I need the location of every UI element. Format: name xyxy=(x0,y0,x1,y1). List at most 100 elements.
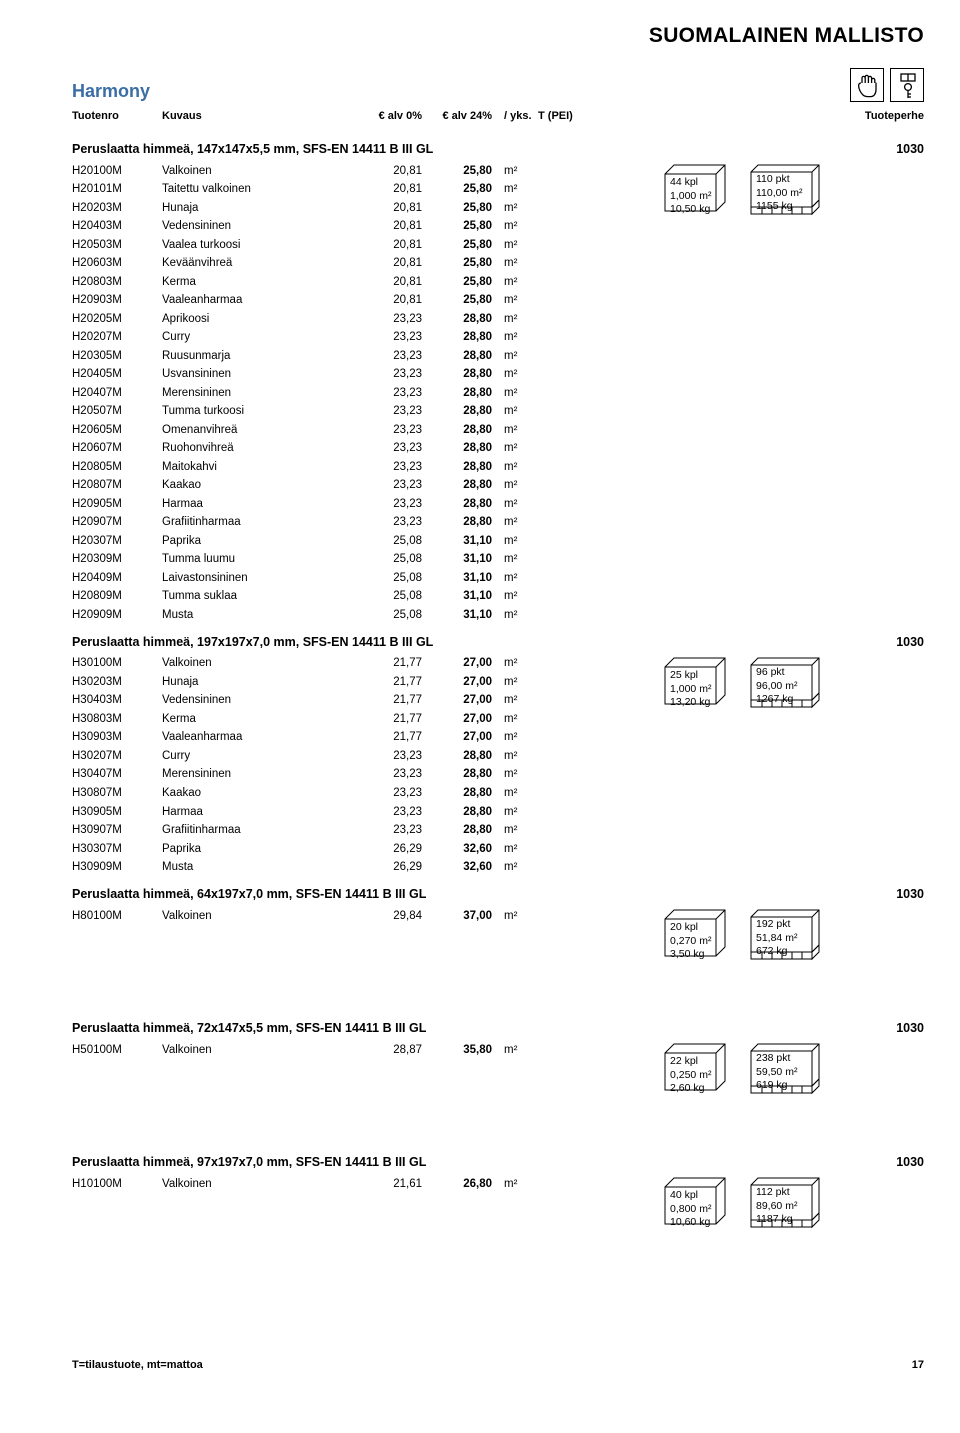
cell-code: H30203M xyxy=(72,675,162,691)
cell-unit: m² xyxy=(492,860,538,876)
cell-desc: Tumma turkoosi xyxy=(162,404,352,420)
cell-price0: 23,23 xyxy=(352,478,422,494)
cell-desc: Kaakao xyxy=(162,478,352,494)
cell-price0: 23,23 xyxy=(352,312,422,328)
cell-desc: Vaaleanharmaa xyxy=(162,730,352,746)
cell-unit: m² xyxy=(492,842,538,858)
cell-price0: 29,84 xyxy=(352,909,422,925)
cell-desc: Valkoinen xyxy=(162,1043,352,1059)
cell-unit: m² xyxy=(492,552,538,568)
cell-price24: 28,80 xyxy=(422,423,492,439)
cell-unit: m² xyxy=(492,1043,538,1059)
table-row: H20409MLaivastonsininen25,0831,10m² xyxy=(72,569,644,588)
cell-price24: 27,00 xyxy=(422,712,492,728)
cell-price0: 21,77 xyxy=(352,656,422,672)
table-row: H20403MVedensininen20,8125,80m² xyxy=(72,218,644,237)
cell-code: H30909M xyxy=(72,860,162,876)
cell-price24: 25,80 xyxy=(422,182,492,198)
cell-price24: 28,80 xyxy=(422,330,492,346)
cell-desc: Ruusunmarja xyxy=(162,349,352,365)
cell-price24: 31,10 xyxy=(422,571,492,587)
cell-price24: 27,00 xyxy=(422,730,492,746)
cell-code: H20203M xyxy=(72,201,162,217)
cell-desc: Taitettu valkoinen xyxy=(162,182,352,198)
cell-price0: 23,23 xyxy=(352,823,422,839)
cell-price0: 23,23 xyxy=(352,349,422,365)
family-name: Harmony xyxy=(72,81,150,102)
table-row: H20205MAprikoosi23,2328,80m² xyxy=(72,310,644,329)
cell-code: H80100M xyxy=(72,909,162,925)
cell-desc: Paprika xyxy=(162,842,352,858)
pallet-line2: 51,84 m² xyxy=(756,932,797,946)
cell-unit: m² xyxy=(492,256,538,272)
cell-code: H20603M xyxy=(72,256,162,272)
cell-price24: 31,10 xyxy=(422,589,492,605)
cell-code: H20405M xyxy=(72,367,162,383)
cell-desc: Tumma luumu xyxy=(162,552,352,568)
cell-price0: 23,23 xyxy=(352,441,422,457)
pallet-line3: 619 kg xyxy=(756,1079,797,1093)
section-title: Peruslaatta himmeä, 97x197x7,0 mm, SFS-E… xyxy=(72,1145,924,1175)
cell-code: H20803M xyxy=(72,275,162,291)
cell-unit: m² xyxy=(492,312,538,328)
cell-code: H30803M xyxy=(72,712,162,728)
pack-line2: 0,250 m² xyxy=(670,1069,711,1083)
section-name: Peruslaatta himmeä, 72x147x5,5 mm, SFS-E… xyxy=(72,1021,874,1035)
cell-code: H30907M xyxy=(72,823,162,839)
table-row: H30907MGrafiitinharmaa23,2328,80m² xyxy=(72,822,644,841)
cell-price24: 25,80 xyxy=(422,293,492,309)
cell-code: H20101M xyxy=(72,182,162,198)
cell-code: H20205M xyxy=(72,312,162,328)
cell-code: H20805M xyxy=(72,460,162,476)
cell-desc: Laivastonsininen xyxy=(162,571,352,587)
table-row: H30909MMusta26,2932,60m² xyxy=(72,859,644,878)
cell-price0: 21,61 xyxy=(352,1177,422,1193)
cell-price24: 25,80 xyxy=(422,219,492,235)
table-row: H20203MHunaja20,8125,80m² xyxy=(72,199,644,218)
pack-line3: 13,20 kg xyxy=(670,696,711,710)
cell-price0: 25,08 xyxy=(352,571,422,587)
cell-desc: Musta xyxy=(162,608,352,624)
pallet-line2: 89,60 m² xyxy=(756,1200,797,1214)
cell-desc: Maitokahvi xyxy=(162,460,352,476)
header-pei: T (PEI) xyxy=(538,110,588,122)
cell-unit: m² xyxy=(492,534,538,550)
header-family: Tuoteperhe xyxy=(588,110,924,122)
cell-code: H20409M xyxy=(72,571,162,587)
cell-desc: Valkoinen xyxy=(162,164,352,180)
cell-price24: 28,80 xyxy=(422,441,492,457)
cell-desc: Grafiitinharmaa xyxy=(162,515,352,531)
table-row: H20809MTumma suklaa25,0831,10m² xyxy=(72,588,644,607)
cell-price24: 37,00 xyxy=(422,909,492,925)
cell-price24: 25,80 xyxy=(422,238,492,254)
cell-price0: 21,77 xyxy=(352,675,422,691)
cell-price0: 20,81 xyxy=(352,219,422,235)
cell-desc: Valkoinen xyxy=(162,1177,352,1193)
cell-unit: m² xyxy=(492,238,538,254)
table-row: H30803MKerma21,7727,00m² xyxy=(72,710,644,729)
cell-price24: 32,60 xyxy=(422,860,492,876)
cell-desc: Curry xyxy=(162,330,352,346)
cell-code: H20503M xyxy=(72,238,162,254)
cell-price0: 23,23 xyxy=(352,786,422,802)
pallet-line1: 192 pkt xyxy=(756,918,797,932)
table-row: H30307MPaprika26,2932,60m² xyxy=(72,840,644,859)
cell-unit: m² xyxy=(492,608,538,624)
cell-price24: 28,80 xyxy=(422,805,492,821)
cell-price0: 20,81 xyxy=(352,293,422,309)
cell-unit: m² xyxy=(492,767,538,783)
cell-unit: m² xyxy=(492,749,538,765)
cell-code: H30403M xyxy=(72,693,162,709)
section-name: Peruslaatta himmeä, 197x197x7,0 mm, SFS-… xyxy=(72,635,874,649)
header-price0: € alv 0% xyxy=(352,110,422,122)
cell-desc: Valkoinen xyxy=(162,656,352,672)
cell-desc: Kerma xyxy=(162,712,352,728)
cell-unit: m² xyxy=(492,219,538,235)
cell-unit: m² xyxy=(492,675,538,691)
table-row: H20607MRuohonvihreä23,2328,80m² xyxy=(72,440,644,459)
pallet-line2: 110,00 m² xyxy=(756,187,803,201)
cell-price24: 28,80 xyxy=(422,823,492,839)
cell-code: H20909M xyxy=(72,608,162,624)
header-price24: € alv 24% xyxy=(422,110,492,122)
pack-box: 25 kpl1,000 m²13,20 kg xyxy=(664,657,726,705)
